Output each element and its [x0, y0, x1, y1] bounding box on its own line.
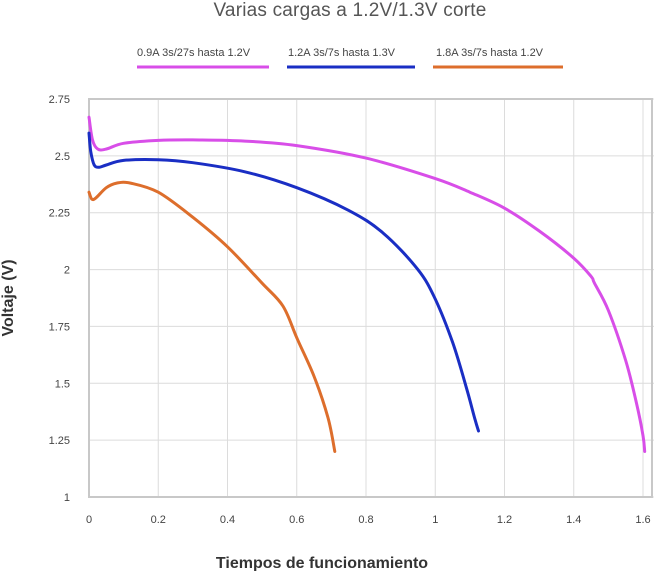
x-axis-ticks: 0 0.2 0.4 0.6 0.8 1 1.2 1.4 1.6: [86, 514, 651, 526]
series-line-1: [87, 115, 647, 453]
series-line-3: [87, 180, 337, 453]
y-axis-title: Voltaje (V): [0, 259, 17, 336]
x-tick-label: 0.6: [289, 514, 304, 526]
legend-label-2: 1.2A 3s/7s hasta 1.3V: [288, 47, 396, 59]
series-line-2: [87, 131, 480, 433]
y-tick-label: 1.75: [49, 321, 70, 333]
x-axis-title: Tiempos de funcionamiento: [216, 555, 428, 571]
y-tick-label: 1.25: [49, 435, 70, 447]
y-tick-label: 1: [64, 492, 70, 504]
plot-lines: [87, 115, 647, 453]
x-tick-label: 1.4: [566, 514, 581, 526]
y-tick-label: 1.5: [55, 378, 70, 390]
x-tick-label: 0.4: [220, 514, 235, 526]
y-tick-label: 2.5: [55, 151, 70, 163]
x-tick-label: 1.2: [497, 514, 512, 526]
x-tick-label: 0.2: [151, 514, 166, 526]
x-tick-label: 1.6: [635, 514, 650, 526]
legend: 0.9A 3s/27s hasta 1.2V 1.2A 3s/7s hasta 1…: [137, 47, 563, 69]
x-tick-label: 0.8: [358, 514, 373, 526]
x-tick-label: 0: [86, 514, 92, 526]
y-tick-label: 2.75: [49, 94, 70, 106]
y-tick-label: 2: [64, 265, 70, 277]
legend-label-3: 1.8A 3s/7s hasta 1.2V: [436, 47, 544, 59]
chart-title: Varias cargas a 1.2V/1.3V corte: [213, 0, 487, 21]
plot-frame: [88, 98, 653, 498]
y-axis-ticks: 1 1.25 1.5 1.75 2 2.25 2.5 2.75: [49, 94, 70, 504]
legend-label-1: 0.9A 3s/27s hasta 1.2V: [137, 47, 251, 59]
x-tick-label: 1: [432, 514, 438, 526]
y-tick-label: 2.25: [49, 208, 70, 220]
